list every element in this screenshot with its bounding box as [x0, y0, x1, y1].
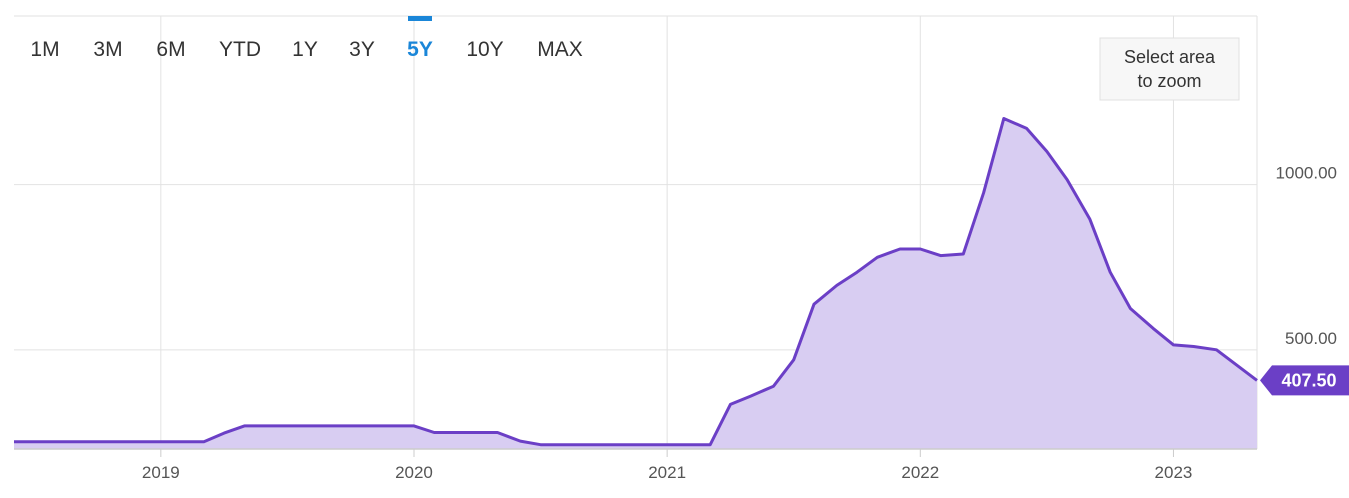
series — [12, 117, 1259, 449]
data-point — [982, 191, 986, 195]
data-point — [749, 394, 753, 398]
data-point — [939, 254, 943, 258]
zoom-hint-line1: Select area — [1124, 47, 1216, 67]
zoom-hint-line2: to zoom — [1137, 71, 1201, 91]
last-value-badge: 407.50 — [1260, 365, 1349, 396]
series-line — [14, 117, 1258, 447]
range-button-6m[interactable]: 6M — [156, 38, 185, 61]
data-point — [12, 440, 16, 444]
data-point — [708, 443, 712, 447]
data-point — [412, 424, 416, 428]
range-button-max[interactable]: MAX — [537, 38, 583, 61]
x-tick-label: 2022 — [901, 463, 939, 482]
data-point — [1255, 378, 1259, 382]
range-button-1m[interactable]: 1M — [30, 38, 59, 61]
data-point — [918, 247, 922, 251]
range-button-3y[interactable]: 3Y — [349, 38, 375, 61]
range-button-ytd[interactable]: YTD — [219, 38, 261, 61]
data-point — [432, 431, 436, 435]
data-point — [1192, 345, 1196, 349]
axes: 2019 2020 2021 2022 2023 500.00 1000.00 — [14, 164, 1337, 482]
x-tick-label: 2021 — [648, 463, 686, 482]
data-point — [1128, 307, 1132, 311]
range-selector: 1M 3M 6M YTD 1Y 3Y 5Y 10Y MAX — [30, 16, 583, 61]
data-point — [222, 431, 226, 435]
y-tick-label: 500.00 — [1285, 329, 1337, 348]
data-point — [898, 247, 902, 251]
data-point — [1065, 178, 1069, 182]
data-point — [518, 439, 522, 443]
data-point — [855, 270, 859, 274]
range-button-3m[interactable]: 3M — [93, 38, 122, 61]
data-point — [202, 440, 206, 444]
data-point — [1045, 150, 1049, 154]
data-point — [1215, 348, 1219, 352]
data-point — [792, 358, 796, 362]
data-point — [835, 283, 839, 287]
zoom-hint-box — [1099, 37, 1240, 101]
active-range-indicator — [408, 16, 432, 21]
data-point — [539, 443, 543, 447]
last-value-label: 407.50 — [1281, 370, 1336, 390]
data-point — [1108, 270, 1112, 274]
range-button-1y[interactable]: 1Y — [292, 38, 318, 61]
data-point — [1025, 126, 1029, 130]
x-tick-label: 2019 — [142, 463, 180, 482]
range-button-5y[interactable]: 5Y — [407, 38, 433, 61]
range-button-10y[interactable]: 10Y — [466, 38, 503, 61]
data-point — [1088, 217, 1092, 221]
data-point — [1151, 326, 1155, 330]
data-point — [1172, 343, 1176, 347]
data-point — [875, 255, 879, 259]
x-tick-label: 2020 — [395, 463, 433, 482]
data-point — [812, 302, 816, 306]
last-value-marker — [1260, 365, 1349, 396]
data-point — [772, 384, 776, 388]
data-point — [728, 402, 732, 406]
data-point — [496, 431, 500, 435]
zoom-hint: Select area to zoom — [1099, 37, 1240, 101]
y-tick-label: 1000.00 — [1276, 164, 1337, 183]
x-tick-label: 2023 — [1155, 463, 1193, 482]
data-point — [1002, 117, 1006, 121]
data-point — [242, 424, 246, 428]
data-point — [961, 252, 965, 256]
series-area — [14, 118, 1257, 449]
